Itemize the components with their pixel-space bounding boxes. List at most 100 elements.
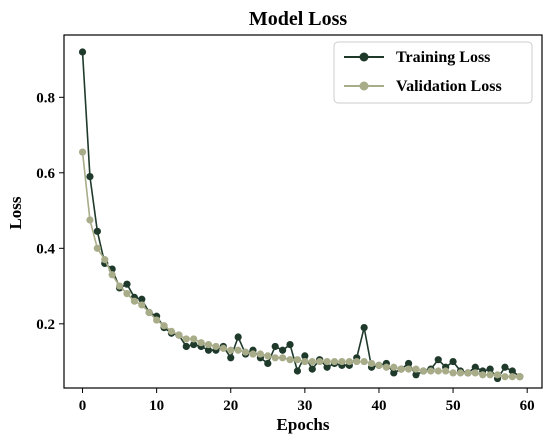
data-point-validation-loss bbox=[115, 282, 124, 290]
data-point-validation-loss bbox=[353, 357, 361, 366]
x-tick-label: 60 bbox=[520, 398, 535, 414]
y-tick-label: 0.8 bbox=[36, 90, 55, 106]
data-point-validation-loss bbox=[160, 322, 168, 330]
data-point-validation-loss bbox=[197, 339, 205, 347]
data-point-validation-loss bbox=[153, 316, 161, 324]
data-point-validation-loss bbox=[249, 350, 257, 358]
data-point-validation-loss bbox=[486, 371, 494, 379]
data-point-validation-loss bbox=[241, 348, 250, 356]
data-point-validation-loss bbox=[227, 346, 235, 354]
data-point-validation-loss bbox=[427, 367, 435, 375]
data-point-validation-loss bbox=[308, 357, 316, 366]
y-tick-label: 0.6 bbox=[36, 166, 55, 182]
data-point-validation-loss bbox=[464, 369, 472, 377]
data-point-training-loss bbox=[508, 367, 516, 375]
data-point-validation-loss bbox=[301, 357, 309, 366]
data-point-training-loss bbox=[271, 342, 279, 351]
legend-label-training: Training Loss bbox=[396, 49, 490, 66]
data-point-validation-loss bbox=[442, 367, 450, 375]
x-tick-label: 30 bbox=[297, 398, 312, 414]
y-axis-label: Loss bbox=[6, 196, 25, 229]
x-axis-ticks: 0 10 20 30 40 50 60 bbox=[79, 388, 535, 414]
data-point-training-loss bbox=[390, 369, 398, 377]
data-point-training-loss bbox=[405, 359, 413, 368]
chart-title: Model Loss bbox=[249, 8, 348, 30]
y-tick-label: 0.2 bbox=[36, 317, 55, 333]
data-point-validation-loss bbox=[375, 361, 383, 369]
data-point-training-loss bbox=[190, 340, 198, 349]
data-point-validation-loss bbox=[390, 363, 398, 371]
legend: Training Loss Validation Loss bbox=[333, 41, 533, 104]
data-point-training-loss bbox=[227, 354, 235, 362]
data-point-validation-loss bbox=[345, 357, 353, 366]
data-point-validation-loss bbox=[78, 148, 87, 156]
data-point-training-loss bbox=[279, 346, 287, 354]
data-point-validation-loss bbox=[397, 365, 405, 373]
data-point-training-loss bbox=[286, 340, 294, 349]
data-point-training-loss bbox=[234, 333, 242, 341]
data-point-validation-loss bbox=[175, 331, 183, 339]
x-axis-label: Epochs bbox=[277, 415, 330, 434]
data-point-validation-loss bbox=[123, 290, 131, 298]
data-point-validation-loss bbox=[93, 244, 101, 252]
x-tick-label: 50 bbox=[446, 398, 461, 414]
data-point-validation-loss bbox=[338, 357, 346, 366]
data-point-validation-loss bbox=[219, 344, 227, 352]
x-tick-label: 10 bbox=[149, 398, 164, 414]
data-point-validation-loss bbox=[256, 350, 264, 358]
data-point-training-loss bbox=[138, 295, 146, 303]
data-point-training-loss bbox=[471, 363, 479, 371]
data-point-validation-loss bbox=[501, 373, 509, 381]
data-point-validation-loss bbox=[479, 371, 487, 379]
data-point-validation-loss bbox=[508, 373, 516, 381]
data-point-validation-loss bbox=[264, 352, 272, 360]
data-point-training-loss bbox=[449, 357, 457, 366]
data-point-validation-loss bbox=[516, 373, 524, 381]
data-point-validation-loss bbox=[382, 363, 390, 371]
data-point-validation-loss bbox=[412, 365, 420, 373]
data-point-validation-loss bbox=[167, 327, 176, 335]
data-point-training-loss bbox=[293, 367, 302, 375]
data-point-validation-loss bbox=[330, 357, 339, 366]
data-point-training-loss bbox=[78, 48, 87, 56]
series-line-validation-loss bbox=[81, 151, 520, 378]
data-point-validation-loss bbox=[86, 216, 94, 224]
x-tick-label: 40 bbox=[371, 398, 386, 414]
data-point-training-loss bbox=[182, 342, 190, 351]
data-point-training-loss bbox=[501, 363, 509, 371]
data-point-validation-loss bbox=[204, 340, 213, 349]
data-point-training-loss bbox=[323, 363, 331, 371]
data-point-validation-loss bbox=[405, 365, 413, 373]
data-point-validation-loss bbox=[360, 357, 368, 366]
x-tick-label: 20 bbox=[223, 398, 238, 414]
data-point-validation-loss bbox=[456, 369, 465, 377]
data-point-training-loss bbox=[308, 365, 316, 373]
data-point-training-loss bbox=[301, 352, 309, 360]
data-point-validation-loss bbox=[234, 346, 242, 354]
y-axis-ticks: 0.2 0.4 0.6 0.8 bbox=[36, 90, 64, 333]
data-point-validation-loss bbox=[286, 356, 294, 364]
data-point-validation-loss bbox=[419, 367, 428, 375]
data-point-validation-loss bbox=[493, 371, 502, 379]
data-point-training-loss bbox=[360, 323, 368, 332]
data-point-training-loss bbox=[412, 371, 420, 379]
legend-marker-validation bbox=[359, 81, 369, 91]
data-point-validation-loss bbox=[279, 354, 287, 362]
data-point-validation-loss bbox=[108, 271, 116, 279]
data-point-validation-loss bbox=[138, 301, 146, 309]
data-point-validation-loss bbox=[471, 369, 479, 377]
data-point-validation-loss bbox=[434, 367, 442, 375]
data-point-validation-loss bbox=[367, 359, 376, 368]
data-point-validation-loss bbox=[145, 308, 153, 317]
plot-area-frame bbox=[63, 34, 543, 389]
data-point-training-loss bbox=[93, 227, 101, 235]
data-point-validation-loss bbox=[190, 335, 198, 343]
y-tick-label: 0.4 bbox=[36, 241, 55, 257]
data-point-validation-loss bbox=[271, 354, 279, 362]
data-point-training-loss bbox=[486, 365, 494, 373]
data-point-training-loss bbox=[86, 172, 94, 181]
x-tick-label: 0 bbox=[79, 398, 87, 414]
data-point-training-loss bbox=[123, 280, 131, 288]
legend-marker-training bbox=[359, 52, 369, 62]
data-point-training-loss bbox=[434, 356, 442, 364]
